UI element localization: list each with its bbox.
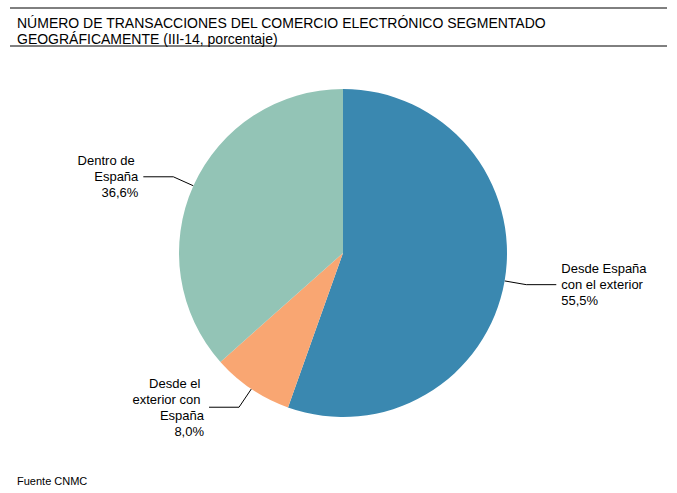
svg-text:GEOGRÁFICAMENTE (III-14, porce: GEOGRÁFICAMENTE (III-14, porcentaje)	[17, 31, 278, 47]
svg-text:Desde el: Desde el	[149, 376, 204, 391]
svg-text:España: España	[160, 408, 205, 423]
svg-text:NÚMERO DE TRANSACCIONES DEL CO: NÚMERO DE TRANSACCIONES DEL COMERCIO ELE…	[17, 15, 550, 31]
svg-text:36,6%: 36,6%	[101, 185, 138, 200]
svg-text:Dentro de: Dentro de	[78, 153, 139, 168]
svg-text:8,0%: 8,0%	[174, 424, 204, 439]
svg-text:exterior con: exterior con	[132, 392, 204, 407]
svg-text:Fuente CNMC: Fuente CNMC	[17, 475, 87, 487]
svg-text:España: España	[94, 169, 139, 184]
svg-text:55,5%: 55,5%	[561, 293, 598, 308]
svg-text:con el exterior: con el exterior	[561, 277, 643, 292]
svg-text:Desde España: Desde España	[561, 261, 650, 276]
